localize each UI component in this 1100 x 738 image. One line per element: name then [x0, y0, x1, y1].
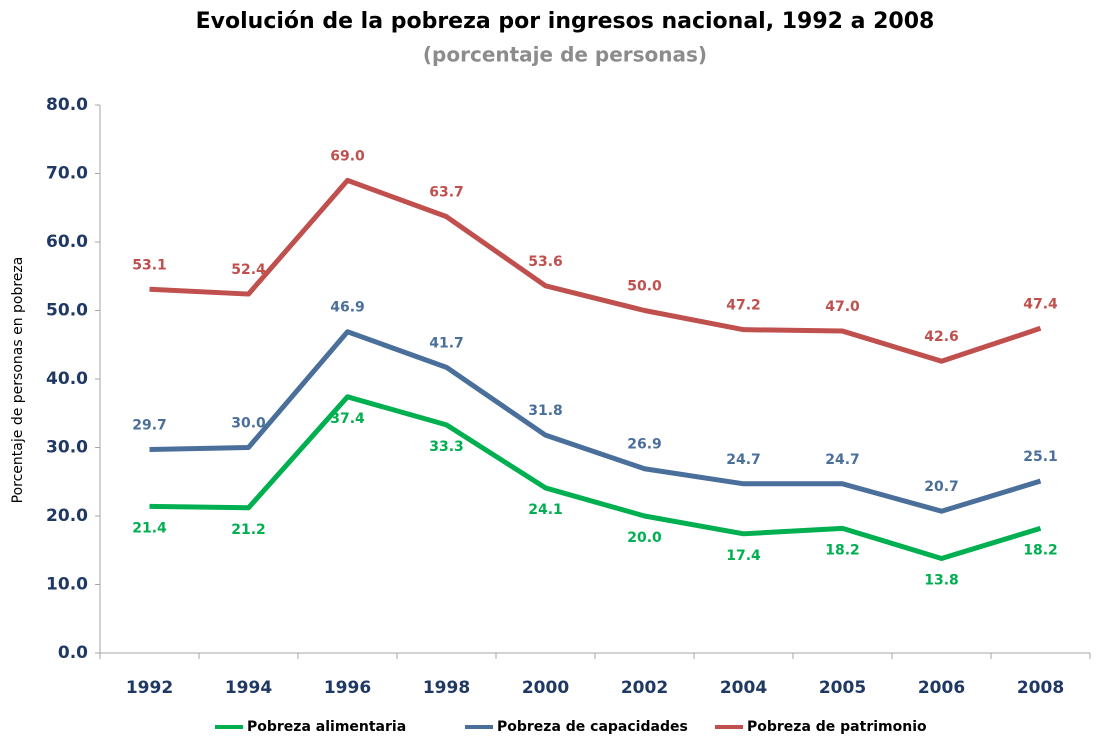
data-label: 30.0: [231, 416, 266, 432]
x-tick-label: 2005: [819, 678, 866, 698]
y-tick-label: 70.0: [46, 164, 88, 184]
data-label: 47.0: [825, 299, 860, 315]
data-label: 18.2: [825, 542, 860, 558]
x-tick-label: 2002: [621, 678, 668, 698]
data-label: 17.4: [726, 548, 761, 564]
series-line: [149, 177, 1042, 364]
data-label: 24.7: [825, 452, 860, 468]
x-tick-label: 1996: [324, 678, 371, 698]
data-label: 41.7: [429, 335, 464, 351]
data-label: 47.4: [1023, 296, 1058, 312]
y-tick-label: 0.0: [58, 643, 88, 663]
data-label: 24.1: [528, 502, 563, 518]
data-label: 26.9: [627, 437, 662, 453]
series-line: [149, 394, 1042, 561]
data-label: 46.9: [330, 300, 365, 316]
data-label: 20.0: [627, 530, 662, 546]
data-label: 42.6: [924, 329, 959, 345]
data-label: 47.2: [726, 298, 761, 314]
data-label: 24.7: [726, 452, 761, 468]
data-label: 53.6: [528, 254, 563, 270]
legend-label: Pobreza de patrimonio: [747, 719, 927, 735]
y-tick-label: 40.0: [46, 369, 88, 389]
data-label: 50.0: [627, 279, 662, 295]
y-axis-label: Porcentaje de personas en pobreza: [10, 257, 26, 504]
y-tick-label: 50.0: [46, 301, 88, 321]
legend-label: Pobreza de capacidades: [497, 719, 688, 735]
data-label: 33.3: [429, 439, 464, 455]
data-label: 29.7: [132, 418, 167, 434]
y-tick-label: 20.0: [46, 506, 88, 526]
x-tick-label: 1998: [423, 678, 470, 698]
series-line: [149, 329, 1042, 514]
data-label: 21.4: [132, 520, 167, 536]
y-tick-label: 30.0: [46, 438, 88, 458]
chart-subtitle: (porcentaje de personas): [423, 43, 707, 67]
x-tick-label: 1992: [126, 678, 173, 698]
data-label: 21.2: [231, 522, 266, 538]
data-label: 52.4: [231, 262, 266, 278]
chart-title: Evolución de la pobreza por ingresos nac…: [196, 9, 935, 34]
data-label: 20.7: [924, 479, 959, 495]
data-label: 13.8: [924, 572, 959, 588]
y-tick-label: 10.0: [46, 575, 88, 595]
y-tick-label: 80.0: [46, 95, 88, 115]
legend-label: Pobreza alimentaria: [247, 719, 406, 735]
x-tick-label: 2006: [918, 678, 965, 698]
data-label: 25.1: [1023, 449, 1058, 465]
y-tick-label: 60.0: [46, 232, 88, 252]
data-label: 63.7: [429, 185, 464, 201]
data-label: 18.2: [1023, 542, 1058, 558]
x-tick-label: 1994: [225, 678, 272, 698]
data-label: 69.0: [330, 148, 365, 164]
x-tick-label: 2004: [720, 678, 767, 698]
data-label: 31.8: [528, 403, 563, 419]
data-label: 53.1: [132, 257, 167, 273]
data-label: 37.4: [330, 411, 365, 427]
x-tick-label: 2000: [522, 678, 569, 698]
x-tick-label: 2008: [1017, 678, 1064, 698]
